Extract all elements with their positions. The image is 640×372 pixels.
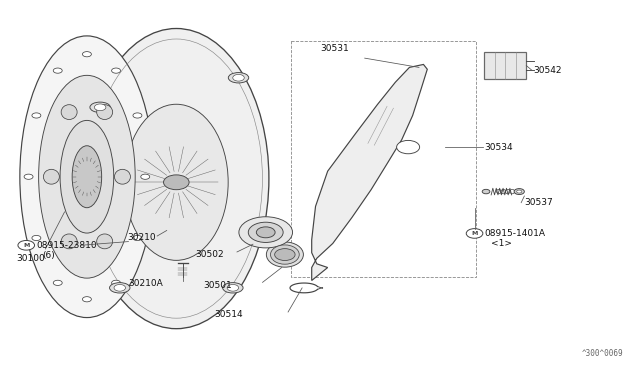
Circle shape [248,222,283,243]
Text: ^300^0069: ^300^0069 [582,349,623,358]
Ellipse shape [266,242,303,267]
Polygon shape [312,64,428,280]
Text: 08915-1401A: 08915-1401A [484,229,546,238]
Bar [291,41,476,277]
Ellipse shape [228,73,249,83]
Ellipse shape [20,36,154,318]
Circle shape [24,174,33,179]
Text: 30210A: 30210A [129,279,163,288]
Text: 30531: 30531 [320,44,349,52]
Text: M: M [23,243,29,248]
Text: 30534: 30534 [484,142,513,151]
Circle shape [83,52,92,57]
Ellipse shape [84,29,269,329]
Ellipse shape [60,121,114,233]
Text: 30100: 30100 [17,254,45,263]
Ellipse shape [109,283,130,293]
Circle shape [141,174,150,179]
Ellipse shape [90,102,110,112]
Ellipse shape [61,105,77,119]
Circle shape [53,68,62,73]
Bar [484,52,526,80]
Circle shape [397,140,420,154]
Circle shape [18,240,35,250]
Ellipse shape [44,169,60,184]
Circle shape [133,113,142,118]
Ellipse shape [124,104,228,260]
Circle shape [233,74,244,81]
Circle shape [53,280,62,285]
Ellipse shape [271,245,300,264]
Circle shape [94,104,106,110]
Text: 30537: 30537 [524,198,553,207]
Ellipse shape [61,234,77,249]
Text: 08915-23810: 08915-23810 [36,241,97,250]
Circle shape [257,227,275,238]
Ellipse shape [72,146,102,208]
Ellipse shape [97,234,113,249]
Circle shape [111,280,120,285]
Text: 30542: 30542 [533,66,562,75]
Circle shape [239,217,292,248]
Circle shape [111,68,120,73]
Text: M: M [471,231,477,236]
Ellipse shape [223,283,243,293]
Text: 30210: 30210 [127,233,156,243]
Circle shape [114,285,125,291]
Ellipse shape [115,169,131,184]
Text: 30514: 30514 [214,311,243,320]
Circle shape [482,189,490,194]
Circle shape [467,229,483,238]
Circle shape [32,113,41,118]
Circle shape [164,175,189,190]
Ellipse shape [38,76,135,278]
Circle shape [133,235,142,241]
Circle shape [275,248,295,260]
Ellipse shape [97,105,113,119]
Circle shape [514,189,524,195]
Circle shape [227,285,239,291]
Text: 30502: 30502 [195,250,223,259]
Circle shape [32,235,41,241]
Text: (6): (6) [42,251,55,260]
Circle shape [83,296,92,302]
Circle shape [516,190,522,193]
Text: <1>: <1> [490,239,511,248]
Text: 30501: 30501 [204,281,232,290]
